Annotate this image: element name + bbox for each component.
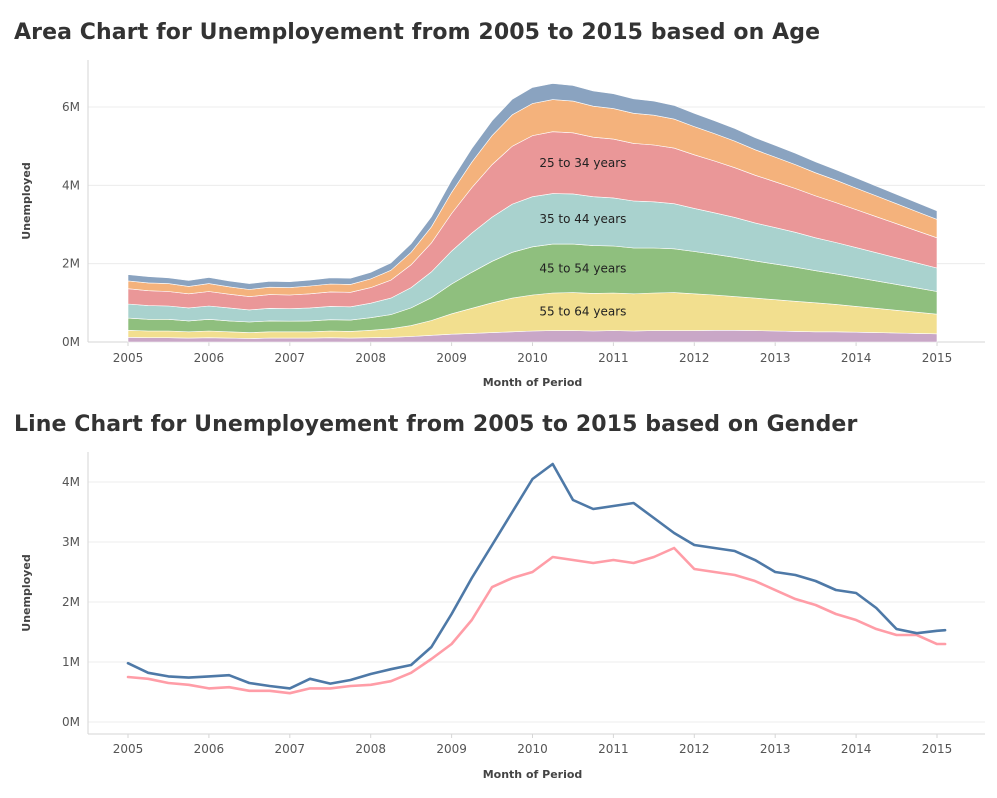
x-tick-label: 2008 bbox=[355, 742, 386, 756]
y-tick-label: 2M bbox=[62, 595, 80, 609]
x-tick-label: 2009 bbox=[436, 742, 467, 756]
x-axis-title: Month of Period bbox=[483, 376, 583, 389]
x-tick-label: 2011 bbox=[598, 742, 629, 756]
area-annotation-label: 55 to 64 years bbox=[539, 305, 626, 319]
x-tick-label: 2013 bbox=[760, 351, 791, 365]
y-tick-label: 4M bbox=[62, 475, 80, 489]
x-tick-label: 2015 bbox=[922, 351, 953, 365]
y-tick-label: 0M bbox=[62, 715, 80, 729]
y-axis-title: Unemployed bbox=[20, 554, 33, 631]
x-tick-label: 2006 bbox=[194, 351, 225, 365]
x-tick-label: 2005 bbox=[113, 742, 144, 756]
x-tick-label: 2013 bbox=[760, 742, 791, 756]
x-tick-label: 2005 bbox=[113, 351, 144, 365]
y-tick-label: 1M bbox=[62, 655, 80, 669]
x-tick-label: 2014 bbox=[841, 742, 872, 756]
y-tick-label: 2M bbox=[62, 257, 80, 271]
x-tick-label: 2014 bbox=[841, 351, 872, 365]
area-chart-title: Area Chart for Unemployement from 2005 t… bbox=[14, 20, 821, 45]
x-tick-label: 2012 bbox=[679, 742, 710, 756]
x-tick-label: 2007 bbox=[275, 742, 306, 756]
x-tick-label: 2010 bbox=[517, 351, 548, 365]
x-tick-label: 2009 bbox=[436, 351, 467, 365]
y-tick-label: 3M bbox=[62, 535, 80, 549]
x-tick-label: 2006 bbox=[194, 742, 225, 756]
x-tick-label: 2015 bbox=[922, 742, 953, 756]
x-tick-label: 2012 bbox=[679, 351, 710, 365]
line-chart-title: Line Chart for Unemployement from 2005 t… bbox=[14, 412, 858, 437]
y-tick-label: 0M bbox=[62, 335, 80, 349]
y-tick-label: 4M bbox=[62, 178, 80, 192]
x-axis-title: Month of Period bbox=[483, 768, 583, 781]
x-tick-label: 2008 bbox=[355, 351, 386, 365]
area-annotation-label: 35 to 44 years bbox=[539, 212, 626, 226]
x-tick-label: 2011 bbox=[598, 351, 629, 365]
x-tick-label: 2007 bbox=[275, 351, 306, 365]
area-annotation-label: 45 to 54 years bbox=[539, 261, 626, 275]
y-tick-label: 6M bbox=[62, 100, 80, 114]
area-band-series-6 bbox=[127, 83, 938, 290]
area-annotation-label: 25 to 34 years bbox=[539, 156, 626, 170]
y-axis-title: Unemployed bbox=[20, 162, 33, 239]
line-series-0 bbox=[126, 462, 947, 690]
line-series-1 bbox=[126, 546, 947, 695]
x-tick-label: 2010 bbox=[517, 742, 548, 756]
